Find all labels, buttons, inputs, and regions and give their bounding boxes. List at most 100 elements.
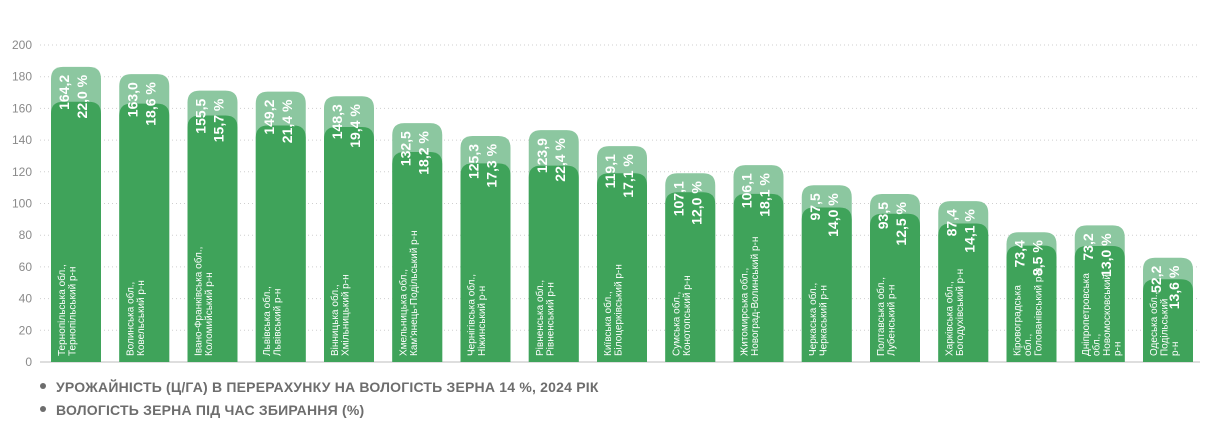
category-label: Білоцерківський р-н <box>614 264 625 356</box>
moisture-value-label: 13,0 % <box>1098 233 1114 277</box>
category-label: Волинська обл., <box>124 282 136 356</box>
moisture-value-label: 21,4 % <box>279 99 295 143</box>
category-label: Житомирська обл., <box>739 268 751 356</box>
bars: 164,2 22,0 % Тернопільська обл., Тернопільс… <box>51 66 1193 363</box>
category-label: Львівська обл., <box>261 286 273 356</box>
category-label: Конотопський р-н <box>682 275 693 356</box>
y-tick-label: 160 <box>12 101 32 115</box>
category-label: Харківська обл., <box>943 281 955 356</box>
bar-group: 123,9 22,4 % Рівненська обл., Рівненський р… <box>528 130 579 362</box>
category-label: Сумська обл., <box>670 292 682 356</box>
category-label: Тернопільська обл., <box>56 264 68 356</box>
y-tick-label: 140 <box>12 133 32 147</box>
category-label: Черкаський р-н <box>818 285 829 356</box>
yield-bar <box>938 223 989 362</box>
moisture-value-label: 13,6 % <box>1166 265 1182 309</box>
yield-bar <box>119 103 170 363</box>
yield-bar <box>528 165 579 362</box>
category-label: Чернігівська обл., <box>466 274 478 356</box>
category-label: Богодухівський р-н <box>955 269 966 356</box>
yield-value-label: 93,5 <box>875 202 891 229</box>
moisture-value-label: 18,2 % <box>415 131 431 175</box>
yield-bar <box>392 151 443 362</box>
bar-group: 52,2 13,6 % Одеська обл., Подільський р-н <box>1143 257 1193 362</box>
category-label: Лубенський р-н <box>886 285 898 356</box>
moisture-value-label: 18,6 % <box>142 82 158 126</box>
category-label: Київська обл., <box>602 291 614 356</box>
moisture-value-label: 22,4 % <box>552 138 568 182</box>
legend-item-moisture: ВОЛОГІСТЬ ЗЕРНА ПІД ЧАС ЗБИРАННЯ (%) <box>40 402 364 418</box>
category-label: р-н <box>1112 342 1123 356</box>
moisture-value-label: 18,1 % <box>757 173 773 217</box>
bar-group: 106,1 18,1 % Житомирська обл., Новоград-Вол… <box>733 165 784 362</box>
y-axis: 0 20 40 60 80 100 120 140 160 180 200 <box>12 38 32 369</box>
bar-group: 107,1 12,0 % Сумська обл., Конотопський р-н <box>665 173 716 362</box>
category-label: Новоград-Волинський р-н <box>750 237 761 356</box>
yield-bar <box>733 193 784 362</box>
category-label: Полтавська обл., <box>875 277 887 356</box>
moisture-value-label: 12,0 % <box>688 181 704 225</box>
yield-value-label: 119,1 <box>602 154 618 188</box>
category-label: Черкаська обл., <box>807 283 819 356</box>
yield-value-label: 163,0 <box>124 82 140 117</box>
legend-label-moisture: ВОЛОГІСТЬ ЗЕРНА ПІД ЧАС ЗБИРАННЯ (%) <box>56 402 365 418</box>
moisture-value-label: 19,4 % <box>347 104 363 148</box>
yield-bar-chart: 0 20 40 60 80 100 120 140 160 180 200 164,2 22,0 % Т… <box>12 38 1200 369</box>
y-tick-label: 180 <box>12 70 32 84</box>
moisture-value-label: 17,1 % <box>620 154 636 198</box>
category-label: Кіровоградська <box>1013 285 1024 356</box>
yield-bar <box>1143 279 1193 362</box>
y-tick-label: 120 <box>12 165 32 179</box>
yield-value-label: 107,1 <box>670 181 686 216</box>
yield-value-label: 87,4 <box>943 209 959 236</box>
category-label: Тернопільський р-н <box>68 267 79 356</box>
moisture-value-label: 17,3 % <box>484 143 500 187</box>
yield-bar <box>187 115 238 362</box>
yield-value-label: 106,1 <box>739 173 755 208</box>
yield-bar <box>1006 245 1057 362</box>
yield-value-label: 149,2 <box>261 99 277 134</box>
yield-bar <box>460 163 511 362</box>
category-label: Львівський р-н <box>272 289 283 356</box>
legend-label-yield: УРОЖАЙНІСТЬ (Ц/ГА) В ПЕРЕРАХУНКУ НА ВОЛО… <box>56 379 599 395</box>
y-tick-label: 80 <box>19 228 33 242</box>
yield-value-label: 123,9 <box>534 138 550 173</box>
bar-group: 149,2 21,4 % Львівська обл., Львівський р-н <box>255 91 306 362</box>
moisture-value-label: 12,5 % <box>893 201 909 245</box>
yield-bar <box>801 207 852 362</box>
yield-value-label: 97,5 <box>807 193 823 220</box>
moisture-value-label: 15,7 % <box>211 98 227 142</box>
bar-group: 155,5 15,7 % Івано-Франківська обл., Коломи… <box>187 90 238 362</box>
yield-bar <box>665 192 716 362</box>
yield-bar <box>1074 245 1125 362</box>
y-tick-label: 100 <box>12 197 32 211</box>
bar-group: 163,0 18,6 % Волинська обл., Ковельський р-… <box>119 74 170 363</box>
category-label: Коломийський р-н <box>204 272 215 356</box>
bullet-icon <box>40 406 46 413</box>
moisture-value-label: 22,0 % <box>74 74 90 118</box>
category-label: Дніпропетровська <box>1081 273 1092 356</box>
category-label: Рівненський р-н <box>545 282 556 356</box>
moisture-value-label: 8,5 % <box>1030 240 1046 276</box>
yield-value-label: 148,3 <box>329 104 345 139</box>
yield-value-label: 164,2 <box>56 75 72 110</box>
moisture-value-label: 14,0 % <box>825 193 841 237</box>
category-label: Кам'янець-Подільський р-н <box>409 230 420 356</box>
y-tick-label: 200 <box>12 38 32 52</box>
bar-group: 148,3 19,4 % Вінницька обл., Хмільницький р… <box>324 96 374 363</box>
y-tick-label: 0 <box>25 355 32 369</box>
yield-bar <box>324 126 374 362</box>
yield-bar <box>597 173 647 362</box>
category-label: Хмільницький р-н <box>341 274 352 356</box>
bar-group: 125,3 17,3 % Чернігівська обл., Ніжинський … <box>460 135 511 362</box>
category-label: Хмельницька обл., <box>397 269 409 356</box>
yield-bar <box>870 213 920 362</box>
yield-bar <box>51 101 101 363</box>
bar-group: 119,1 17,1 % Київська обл., Білоцерківський… <box>597 146 647 362</box>
category-label: Одеська обл., <box>1148 292 1160 356</box>
category-label: Новомосковський <box>1102 274 1113 356</box>
category-label: Івано-Франківська обл., <box>193 247 205 356</box>
category-label: Ніжинський р-н <box>477 286 488 356</box>
yield-value-label: 125,3 <box>466 144 482 179</box>
y-tick-label: 40 <box>19 292 33 306</box>
